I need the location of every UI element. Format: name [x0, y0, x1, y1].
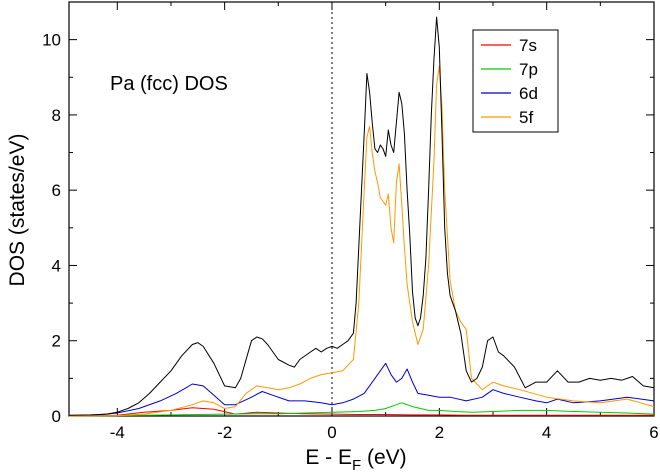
y-tick-label: 0 — [52, 407, 61, 426]
legend-label-7s: 7s — [519, 36, 537, 55]
legend-box — [472, 29, 559, 133]
y-tick-label: 2 — [52, 332, 61, 351]
chart-annotation: Pa (fcc) DOS — [110, 73, 228, 95]
x-axis-label: E - EF (eV) — [305, 446, 406, 474]
series-layer — [68, 16, 655, 417]
plot-frame — [68, 1, 655, 417]
x-axis-label-main: E - E — [305, 446, 352, 469]
x-axis-label-subscript: F — [352, 457, 361, 474]
series-line-total — [68, 16, 655, 416]
y-tick-label: 6 — [52, 181, 61, 200]
series-line-7s — [68, 407, 654, 417]
x-tick-label: 2 — [435, 423, 444, 442]
legend-label-6d: 6d — [519, 84, 538, 103]
y-tick-label: 4 — [52, 256, 61, 275]
series-line-6d — [68, 362, 655, 417]
legend-label-5f: 5f — [519, 108, 533, 127]
y-axis-label: DOS (states/eV) — [6, 134, 29, 287]
legend-label-7p: 7p — [519, 60, 538, 79]
y-tick-label: 10 — [42, 31, 61, 50]
series-line-7p — [68, 402, 655, 417]
x-tick-label: 6 — [649, 423, 658, 442]
ticks-layer: -4 -2 0 2 4 6 0 2 4 6 8 10 — [42, 1, 659, 442]
y-tick-label: 8 — [52, 106, 61, 125]
legend: 7s 7p 6d 5f — [472, 29, 559, 133]
series-line-5f — [68, 65, 655, 417]
legend-items: 7s 7p 6d 5f — [481, 36, 538, 127]
x-tick-label: -2 — [217, 423, 232, 442]
x-tick-label: -4 — [110, 423, 125, 442]
x-axis-label-unit: (eV) — [361, 446, 407, 469]
x-tick-label: 4 — [542, 423, 551, 442]
x-tick-label: 0 — [327, 423, 336, 442]
